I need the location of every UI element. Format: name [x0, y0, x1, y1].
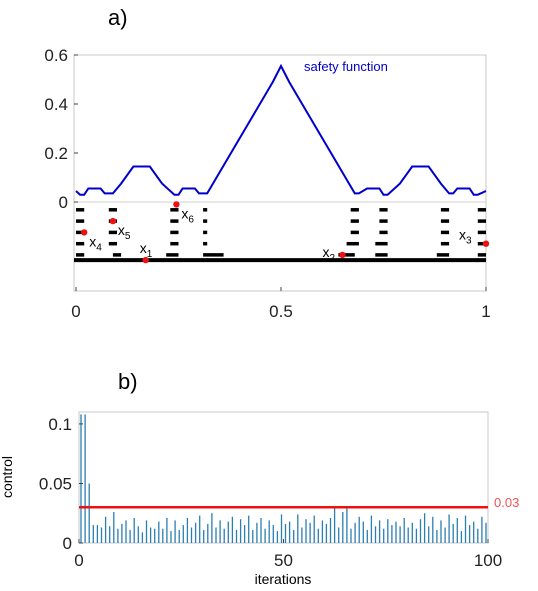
y-tick-label: 0 [63, 534, 72, 553]
point-label: x1 [140, 240, 153, 260]
safety-function-label: safety function [304, 59, 388, 74]
point-label: x5 [118, 222, 131, 242]
x-tick-label: 0 [71, 302, 80, 321]
sample-point [142, 256, 149, 264]
safety-function-line [75, 63, 487, 196]
panel-b: b) 0.03 0 0.05 0.1 0 50 100 iterations contr… [0, 369, 519, 587]
point-label: x3 [459, 227, 472, 247]
x-tick-label: 1 [481, 302, 490, 321]
y-tick-label: 0 [59, 193, 68, 212]
y-tick-label: 0.4 [44, 95, 68, 114]
x-tick-label: 50 [274, 551, 293, 570]
point-label: x2 [323, 244, 336, 264]
x-tick-label: 0 [74, 551, 83, 570]
sample-point [339, 251, 346, 259]
threshold-label: 0.03 [494, 495, 519, 510]
y-axis-label: control [0, 456, 15, 498]
sample-point [173, 201, 180, 208]
sample-point [81, 229, 88, 236]
y-axis-ticks: 0 0.2 0.4 0.6 [44, 46, 78, 212]
sample-point [109, 217, 117, 225]
x-tick-label: 0.5 [269, 302, 293, 321]
panel-b-frame [78, 411, 489, 544]
x-tick-label: 100 [474, 551, 502, 570]
sample-point [482, 240, 490, 247]
y-tick-label: 0.2 [44, 144, 68, 163]
point-label: x4 [89, 233, 102, 253]
sample-points: x1 x2 x3 x4 x5 x6 [81, 201, 490, 264]
state-dashes [76, 208, 486, 257]
panel-a-label: a) [108, 5, 128, 30]
y-tick-label: 0.05 [39, 475, 72, 494]
panel-b-label: b) [118, 369, 138, 394]
panel-a-frame [73, 54, 487, 292]
control-bars [80, 414, 487, 543]
x-axis-ticks: 0 0.5 1 [71, 287, 491, 321]
y-tick-label: 0.1 [48, 415, 72, 434]
y-tick-label: 0.6 [44, 46, 68, 65]
y-axis-ticks: 0 0.05 0.1 [39, 415, 83, 553]
point-label: x6 [181, 205, 194, 225]
x-axis-label: iterations [255, 571, 312, 587]
x-axis-ticks: 0 50 100 [74, 539, 502, 570]
